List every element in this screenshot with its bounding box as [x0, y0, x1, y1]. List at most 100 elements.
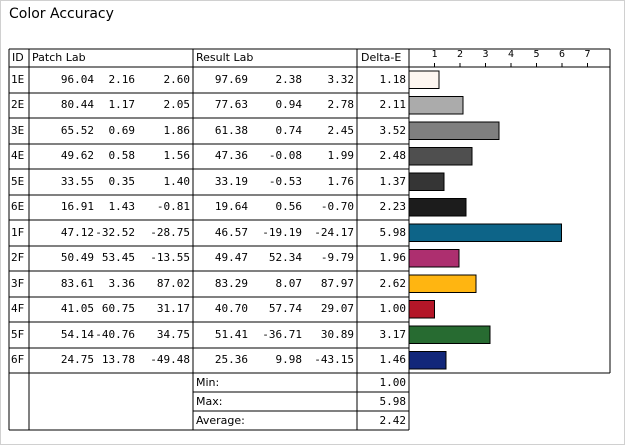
patch-lab-value: 33.55 [60, 174, 94, 188]
result-lab-value: 77.63 [214, 98, 248, 111]
patch-lab-value: 2.05 [163, 98, 191, 111]
result-lab-value: 52.34 [268, 251, 302, 264]
result-lab-value: 87.97 [320, 276, 354, 290]
summary-label: Max: [196, 394, 223, 408]
patch-lab-value: 0.69 [108, 123, 136, 137]
result-lab-value: 29.07 [320, 302, 354, 315]
delta-e-bar [408, 351, 447, 370]
patch-lab-value: -40.76 [95, 327, 135, 341]
result-lab-value: 25.36 [214, 353, 248, 366]
patch-lab-value: 47.12 [60, 225, 94, 239]
patch-lab-value: 16.91 [60, 200, 94, 213]
patch-lab-value: 3.36 [108, 276, 136, 290]
result-lab-value: 9.98 [275, 353, 303, 366]
row-id: 2F [11, 251, 25, 264]
patch-lab-value: 83.61 [60, 276, 94, 290]
patch-lab-value: 2.60 [163, 72, 191, 86]
patch-lab-value: 60.75 [101, 302, 135, 315]
row-id: 1E [11, 72, 25, 86]
row-id: 4F [11, 302, 25, 315]
patch-lab-value: -32.52 [95, 225, 135, 239]
patch-lab-value: 65.52 [60, 123, 94, 137]
patch-lab-value: 1.86 [163, 123, 191, 137]
header-id: ID [12, 51, 24, 64]
axis-tick-label: 3 [482, 49, 489, 60]
result-lab-value: 49.47 [214, 251, 248, 264]
delta-e-bar [408, 249, 460, 268]
row-id: 1F [11, 225, 25, 239]
delta-e-value: 1.37 [379, 174, 407, 188]
result-lab-value: -0.08 [268, 149, 302, 162]
result-lab-value: 57.74 [268, 302, 302, 315]
result-lab-value: 8.07 [275, 276, 303, 290]
result-lab-value: -19.19 [262, 225, 302, 239]
result-lab-value: 51.41 [214, 327, 248, 341]
patch-lab-value: 2.16 [108, 72, 136, 86]
patch-lab-value: 1.40 [163, 174, 191, 188]
axis-tick-label: 4 [507, 49, 515, 60]
delta-e-value: 3.52 [379, 123, 407, 137]
row-id: 3E [11, 123, 25, 137]
result-lab-value: 33.19 [214, 174, 248, 188]
patch-lab-value: 13.78 [101, 353, 135, 366]
patch-lab-value: 53.45 [101, 251, 135, 264]
patch-lab-value: 87.02 [156, 276, 190, 290]
patch-lab-value: 24.75 [60, 353, 94, 366]
row-id: 5E [11, 174, 25, 188]
delta-e-value: 2.48 [379, 149, 407, 162]
summary-label: Min: [196, 375, 220, 389]
result-lab-value: -36.71 [262, 327, 302, 341]
axis-tick-label: 1 [431, 49, 438, 60]
result-lab-value: 0.74 [275, 123, 303, 137]
result-lab-value: 2.38 [275, 72, 303, 86]
delta-e-bar [408, 172, 445, 191]
patch-lab-value: 96.04 [60, 72, 94, 86]
summary-label: Average: [196, 413, 245, 427]
patch-lab-value: -0.81 [156, 200, 190, 213]
axis-tick-label: 6 [558, 49, 566, 60]
delta-e-bar [408, 300, 435, 319]
result-lab-value: -0.53 [268, 174, 302, 188]
patch-lab-value: 34.75 [156, 327, 190, 341]
result-lab-value: -43.15 [314, 353, 354, 366]
row-id: 6E [11, 200, 25, 213]
result-lab-value: -0.70 [320, 200, 354, 213]
row-id: 2E [11, 98, 25, 111]
row-id: 3F [11, 276, 25, 290]
header-patch-lab: Patch Lab [32, 51, 86, 64]
axis-tick-label: 5 [533, 49, 540, 60]
result-lab-value: 19.64 [214, 200, 248, 213]
delta-e-value: 1.00 [379, 302, 407, 315]
row-id: 5F [11, 327, 25, 341]
delta-e-value: 2.11 [379, 98, 407, 111]
axis-tick-label: 2 [456, 49, 464, 60]
header-delta-e: Delta-E [361, 51, 402, 64]
summary-value: 1.00 [379, 375, 407, 389]
delta-e-value: 3.17 [379, 327, 407, 341]
patch-lab-value: 0.58 [108, 149, 136, 162]
delta-e-bar [408, 70, 440, 89]
result-lab-value: 46.57 [214, 225, 248, 239]
row-id: 6F [11, 353, 25, 366]
delta-e-bar [408, 325, 491, 344]
row-id: 4E [11, 149, 25, 162]
summary-value: 5.98 [379, 394, 407, 408]
patch-lab-value: 80.44 [60, 98, 94, 111]
patch-lab-value: 50.49 [60, 251, 94, 264]
result-lab-value: 30.89 [320, 327, 354, 341]
patch-lab-value: -49.48 [150, 353, 190, 366]
result-lab-value: 47.36 [214, 149, 248, 162]
delta-e-value: 2.62 [379, 276, 407, 290]
result-lab-value: 1.99 [327, 149, 355, 162]
patch-lab-value: 0.35 [108, 174, 136, 188]
result-lab-value: 97.69 [214, 72, 248, 86]
summary-value: 2.42 [379, 413, 407, 427]
result-lab-value: -24.17 [314, 225, 354, 239]
result-lab-value: 61.38 [214, 123, 248, 137]
patch-lab-value: 31.17 [156, 302, 190, 315]
result-lab-value: 40.70 [214, 302, 248, 315]
delta-e-bar [408, 147, 473, 166]
delta-e-bar [408, 223, 562, 242]
delta-e-value: 1.46 [379, 353, 407, 366]
